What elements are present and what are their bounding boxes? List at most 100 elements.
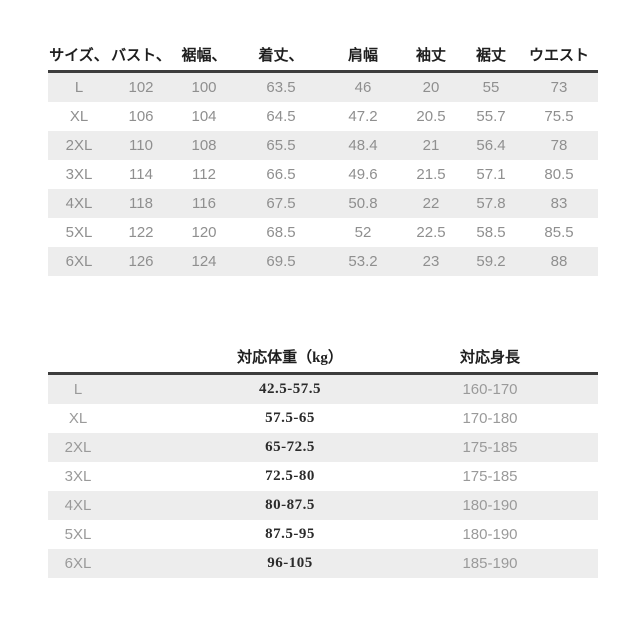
table-row: 5XL 87.5-95 180-190 (48, 520, 598, 549)
cell: 88 (550, 253, 568, 270)
size-label: XL (68, 410, 88, 427)
garment-measurements-table: サイズ、 バスト、 裾幅、 着丈、 肩幅 袖丈 裾丈 ウエスト L 102 10… (48, 38, 598, 276)
table-row: L 42.5-57.5 160-170 (48, 373, 598, 404)
table-row: 6XL 96-105 185-190 (48, 549, 598, 578)
cell: 55 (482, 79, 500, 96)
table-row: XL 57.5-65 170-180 (48, 404, 598, 433)
weight-height-table: 対応体重（kg） 対応身長 L 42.5-57.5 160-170 XL 57.… (48, 340, 598, 578)
cell: 67.5 (266, 195, 296, 212)
column-header-shoulder: 肩幅 (347, 47, 378, 64)
cell: 22 (422, 195, 440, 212)
height-cell: 160-170 (462, 381, 518, 398)
header-row: サイズ、 バスト、 裾幅、 着丈、 肩幅 袖丈 裾丈 ウエスト (48, 38, 598, 72)
column-header-hem-length: 裾丈 (475, 47, 506, 64)
size-label: 5XL (65, 224, 93, 241)
cell: 73 (550, 79, 568, 96)
column-header-blank (48, 340, 108, 374)
height-cell: 175-185 (462, 439, 518, 456)
cell: 20.5 (416, 108, 446, 125)
height-cell: 180-190 (462, 497, 518, 514)
size-label: 6XL (64, 555, 92, 572)
cell: 55.7 (476, 108, 506, 125)
cell: 80.5 (544, 166, 574, 183)
column-header-weight: 対応体重（kg） (237, 349, 343, 366)
size-label: 4XL (64, 497, 92, 514)
cell: 102 (128, 79, 154, 96)
cell: 104 (191, 108, 217, 125)
weight-cell: 72.5-80 (265, 468, 315, 484)
cell: 57.8 (476, 195, 506, 212)
cell: 83 (550, 195, 568, 212)
cell: 78 (550, 137, 568, 154)
cell: 52 (354, 224, 372, 241)
table-row: 6XL 126 124 69.5 53.2 23 59.2 88 (48, 247, 598, 276)
table-row: 2XL 110 108 65.5 48.4 21 56.4 78 (48, 131, 598, 160)
column-header-waist: ウエスト (528, 47, 589, 64)
table-row: 4XL 118 116 67.5 50.8 22 57.8 83 (48, 189, 598, 218)
height-cell: 180-190 (462, 526, 518, 543)
cell: 65.5 (266, 137, 296, 154)
cell: 22.5 (416, 224, 446, 241)
size-label: 5XL (64, 526, 92, 543)
cell: 50.8 (348, 195, 378, 212)
table-row: 3XL 114 112 66.5 49.6 21.5 57.1 80.5 (48, 160, 598, 189)
table-row: XL 106 104 64.5 47.2 20.5 55.7 75.5 (48, 102, 598, 131)
cell: 126 (128, 253, 154, 270)
cell: 120 (191, 224, 217, 241)
cell: 100 (191, 79, 217, 96)
cell: 58.5 (476, 224, 506, 241)
column-header-bust: バスト、 (111, 47, 171, 64)
table-row: 3XL 72.5-80 175-185 (48, 462, 598, 491)
size-label: 2XL (65, 137, 93, 154)
table-row: L 102 100 63.5 46 20 55 73 (48, 71, 598, 102)
cell: 66.5 (266, 166, 296, 183)
size-label: 2XL (64, 439, 92, 456)
size-label: L (74, 79, 84, 96)
cell: 124 (191, 253, 217, 270)
cell: 69.5 (266, 253, 296, 270)
weight-cell: 42.5-57.5 (259, 381, 321, 397)
cell: 48.4 (348, 137, 378, 154)
header-row: 対応体重（kg） 対応身長 (48, 340, 598, 374)
weight-cell: 80-87.5 (265, 497, 315, 513)
size-label: 3XL (65, 166, 93, 183)
cell: 46 (354, 79, 372, 96)
cell: 110 (129, 137, 153, 154)
column-header-hem-width: 裾幅、 (181, 47, 227, 64)
weight-cell: 57.5-65 (265, 410, 315, 426)
cell: 85.5 (544, 224, 574, 241)
cell: 112 (192, 166, 216, 183)
height-cell: 175-185 (462, 468, 518, 485)
weight-cell: 96-105 (267, 555, 313, 571)
height-cell: 185-190 (462, 555, 518, 572)
table-row: 2XL 65-72.5 175-185 (48, 433, 598, 462)
cell: 75.5 (544, 108, 574, 125)
cell: 20 (422, 79, 440, 96)
cell: 57.1 (476, 166, 506, 183)
cell: 122 (128, 224, 154, 241)
cell: 53.2 (348, 253, 378, 270)
weight-cell: 87.5-95 (265, 526, 315, 542)
cell: 108 (191, 137, 217, 154)
cell: 63.5 (266, 79, 296, 96)
cell: 64.5 (266, 108, 296, 125)
cell: 68.5 (266, 224, 296, 241)
table-row: 4XL 80-87.5 180-190 (48, 491, 598, 520)
column-header-height: 対応身長 (459, 349, 520, 366)
cell: 59.2 (476, 253, 506, 270)
cell: 49.6 (348, 166, 378, 183)
column-header-size: サイズ、 (49, 47, 109, 64)
cell: 116 (192, 195, 216, 212)
height-cell: 170-180 (462, 410, 518, 427)
column-header-length: 着丈、 (258, 47, 304, 64)
cell: 56.4 (476, 137, 506, 154)
cell: 118 (129, 195, 153, 212)
weight-cell: 65-72.5 (265, 439, 315, 455)
size-label: XL (69, 108, 89, 125)
size-label: 4XL (65, 195, 93, 212)
size-label: 6XL (65, 253, 93, 270)
cell: 21 (422, 137, 440, 154)
column-header-sleeve: 袖丈 (415, 47, 446, 64)
table-row: 5XL 122 120 68.5 52 22.5 58.5 85.5 (48, 218, 598, 247)
